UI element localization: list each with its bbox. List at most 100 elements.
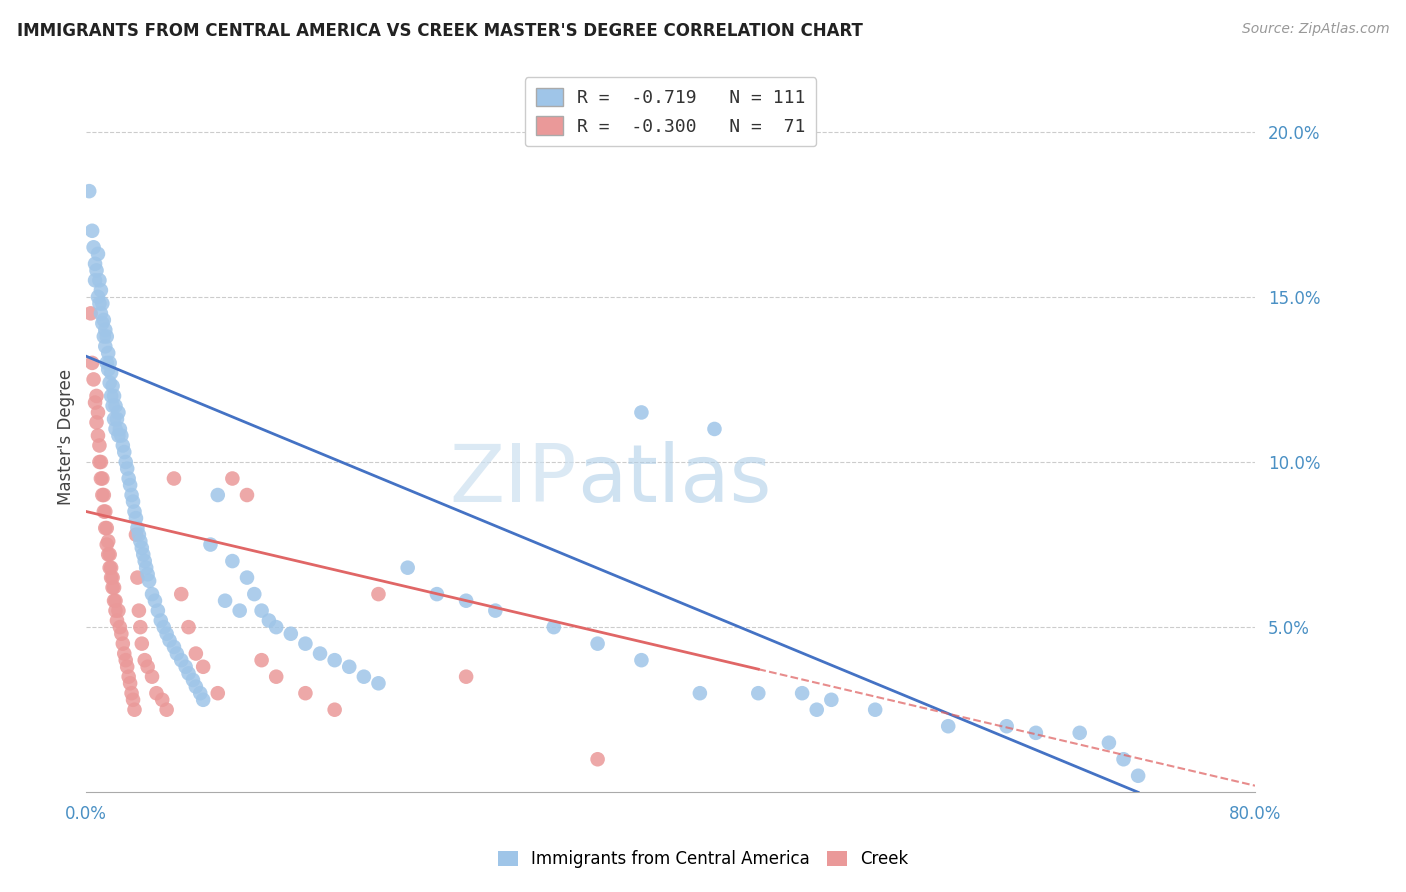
Point	[228, 604, 250, 618]
Point	[353, 670, 375, 684]
Point	[107, 604, 129, 618]
Point	[107, 405, 129, 419]
Point	[87, 247, 110, 261]
Point	[543, 620, 565, 634]
Point	[184, 647, 207, 661]
Point	[101, 379, 124, 393]
Point	[264, 670, 287, 684]
Point	[124, 703, 146, 717]
Point	[86, 415, 108, 429]
Point	[323, 703, 346, 717]
Point	[93, 313, 115, 327]
Point	[586, 752, 609, 766]
Point	[96, 537, 118, 551]
Point	[104, 399, 127, 413]
Point	[127, 571, 149, 585]
Point	[112, 445, 135, 459]
Point	[97, 362, 120, 376]
Point	[83, 372, 105, 386]
Point	[630, 405, 652, 419]
Point	[91, 316, 114, 330]
Point	[83, 240, 105, 254]
Point	[122, 693, 145, 707]
Point	[132, 548, 155, 562]
Point	[184, 680, 207, 694]
Point	[250, 653, 273, 667]
Point	[98, 548, 121, 562]
Point	[207, 488, 229, 502]
Point	[166, 647, 188, 661]
Point	[87, 405, 110, 419]
Point	[115, 461, 138, 475]
Legend: Immigrants from Central America, Creek: Immigrants from Central America, Creek	[491, 844, 915, 875]
Point	[863, 703, 886, 717]
Point	[294, 686, 316, 700]
Point	[207, 686, 229, 700]
Point	[89, 455, 111, 469]
Point	[77, 184, 100, 198]
Point	[152, 620, 174, 634]
Point	[97, 548, 120, 562]
Point	[112, 647, 135, 661]
Point	[103, 412, 125, 426]
Point	[150, 693, 173, 707]
Point	[114, 653, 136, 667]
Point	[118, 670, 141, 684]
Point	[120, 676, 142, 690]
Point	[163, 471, 186, 485]
Point	[689, 686, 711, 700]
Point	[94, 521, 117, 535]
Point	[170, 587, 193, 601]
Point	[136, 567, 159, 582]
Point	[82, 224, 104, 238]
Point	[79, 306, 101, 320]
Point	[98, 376, 121, 390]
Point	[995, 719, 1018, 733]
Point	[87, 290, 110, 304]
Point	[174, 660, 197, 674]
Point	[84, 395, 107, 409]
Point	[120, 478, 142, 492]
Point	[280, 626, 302, 640]
Point	[221, 471, 243, 485]
Point	[820, 693, 842, 707]
Point	[145, 686, 167, 700]
Text: atlas: atlas	[576, 441, 772, 519]
Point	[163, 640, 186, 654]
Point	[97, 346, 120, 360]
Point	[90, 283, 112, 297]
Point	[264, 620, 287, 634]
Point	[337, 660, 360, 674]
Point	[86, 389, 108, 403]
Point	[129, 534, 152, 549]
Point	[101, 399, 124, 413]
Point	[90, 306, 112, 320]
Point	[170, 653, 193, 667]
Point	[426, 587, 449, 601]
Point	[93, 504, 115, 518]
Point	[396, 560, 419, 574]
Point	[806, 703, 828, 717]
Point	[323, 653, 346, 667]
Point	[105, 614, 128, 628]
Point	[159, 633, 181, 648]
Point	[122, 494, 145, 508]
Point	[188, 686, 211, 700]
Point	[121, 488, 143, 502]
Point	[181, 673, 204, 687]
Text: ZIP: ZIP	[450, 441, 576, 519]
Point	[100, 560, 122, 574]
Point	[1069, 726, 1091, 740]
Point	[108, 620, 131, 634]
Point	[91, 471, 114, 485]
Point	[936, 719, 959, 733]
Y-axis label: Master's Degree: Master's Degree	[58, 369, 75, 505]
Point	[97, 534, 120, 549]
Point	[214, 593, 236, 607]
Point	[104, 422, 127, 436]
Point	[128, 604, 150, 618]
Point	[136, 660, 159, 674]
Point	[367, 587, 389, 601]
Point	[135, 560, 157, 574]
Point	[98, 560, 121, 574]
